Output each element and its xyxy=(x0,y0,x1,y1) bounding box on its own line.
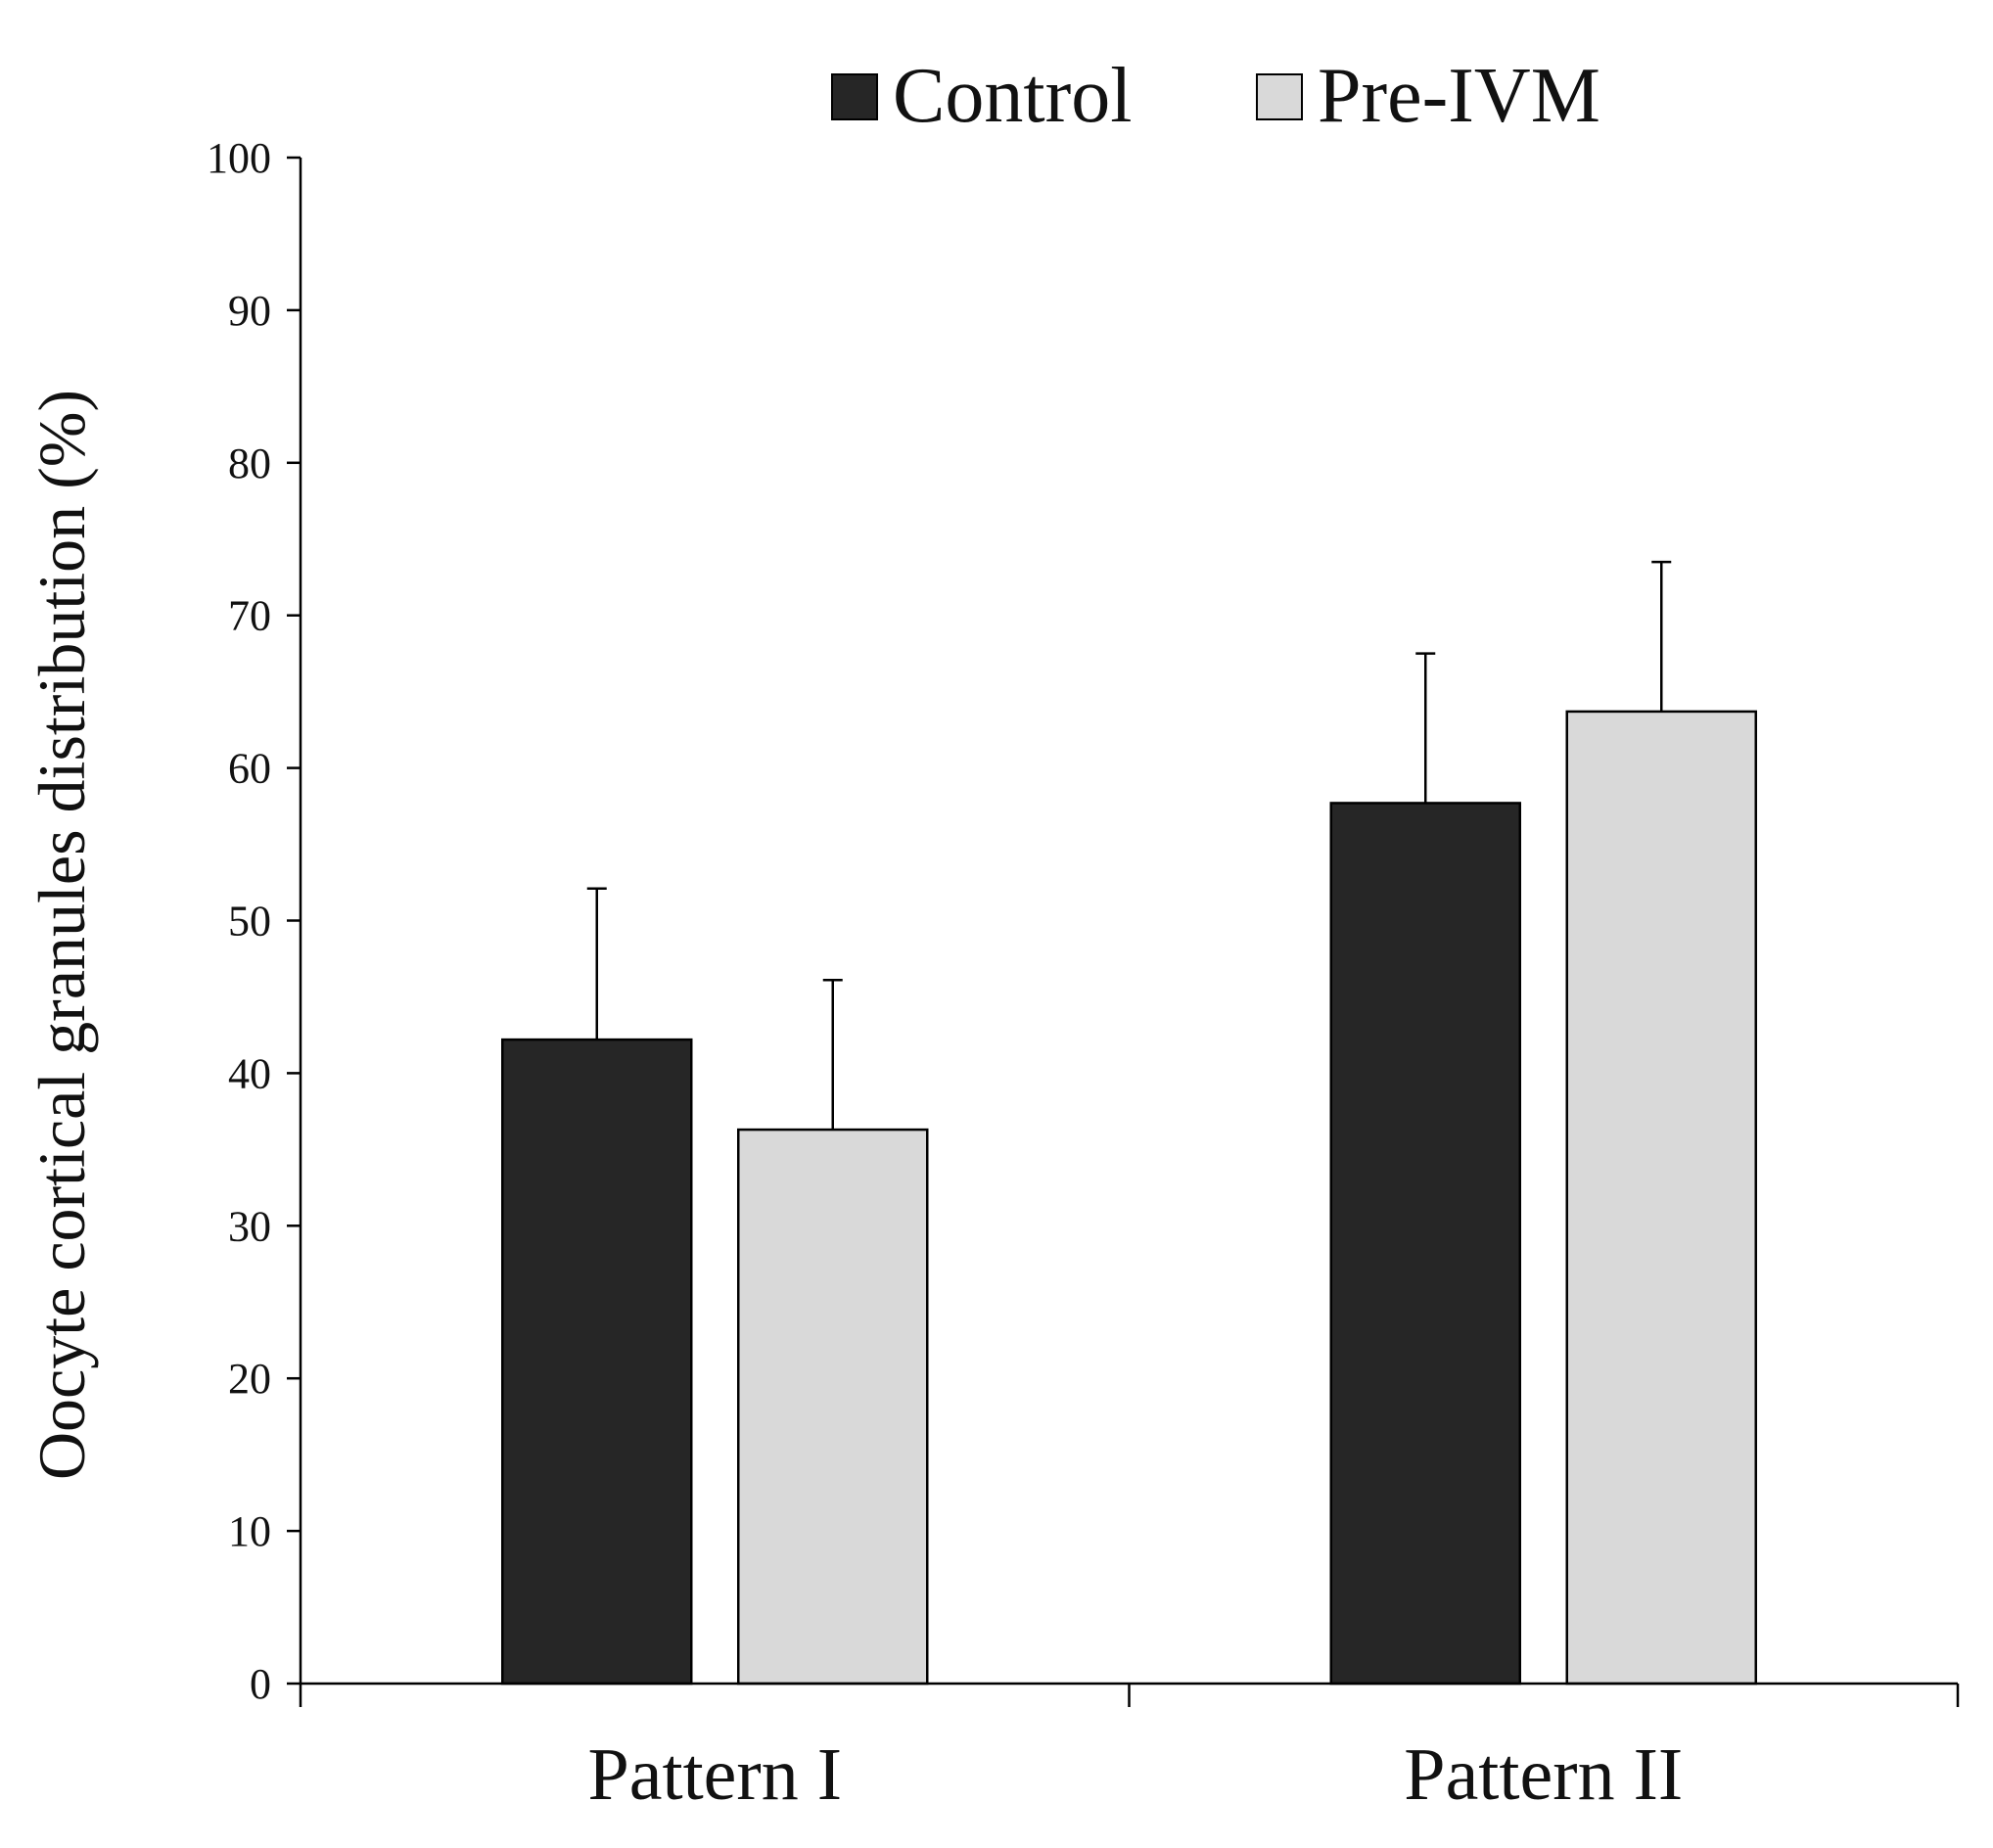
bar-pre-ivm-1 xyxy=(737,1128,929,1686)
y-tick-label: 60 xyxy=(228,745,271,793)
x-axis-labels: Pattern I Pattern II xyxy=(587,1733,1683,1816)
y-tick-label: 0 xyxy=(250,1660,271,1708)
bar-control-1 xyxy=(501,1038,693,1686)
y-tick-label: 30 xyxy=(228,1202,271,1250)
y-tick-label: 20 xyxy=(228,1355,271,1403)
y-tick-label: 50 xyxy=(228,898,271,946)
legend-swatch-pre-ivm xyxy=(1256,73,1303,120)
x-axis-ticks xyxy=(299,1684,1960,1707)
y-tick-label: 80 xyxy=(228,439,271,487)
bars xyxy=(501,710,1757,1686)
legend-swatch-control xyxy=(831,73,878,120)
legend: Control Pre-IVM xyxy=(831,53,1600,139)
y-tick-label: 100 xyxy=(207,134,271,182)
error-bars xyxy=(586,560,1672,1131)
y-tick-label: 90 xyxy=(228,287,271,335)
y-axis-ticks: 0 10 20 30 40 50 60 70 80 90 100 xyxy=(207,134,301,1708)
bar-pre-ivm-2 xyxy=(1565,710,1757,1686)
bar-control-2 xyxy=(1329,802,1521,1686)
legend-label-pre-ivm: Pre-IVM xyxy=(1318,53,1600,139)
y-tick-label: 10 xyxy=(228,1507,271,1555)
legend-label-control: Control xyxy=(893,53,1132,139)
x-category-label: Pattern I xyxy=(587,1733,842,1816)
y-axis-title: Oocyte cortical granules distribution (%… xyxy=(24,390,99,1480)
y-tick-label: 40 xyxy=(228,1049,271,1097)
y-tick-label: 70 xyxy=(228,592,271,640)
x-category-label: Pattern II xyxy=(1404,1733,1683,1816)
